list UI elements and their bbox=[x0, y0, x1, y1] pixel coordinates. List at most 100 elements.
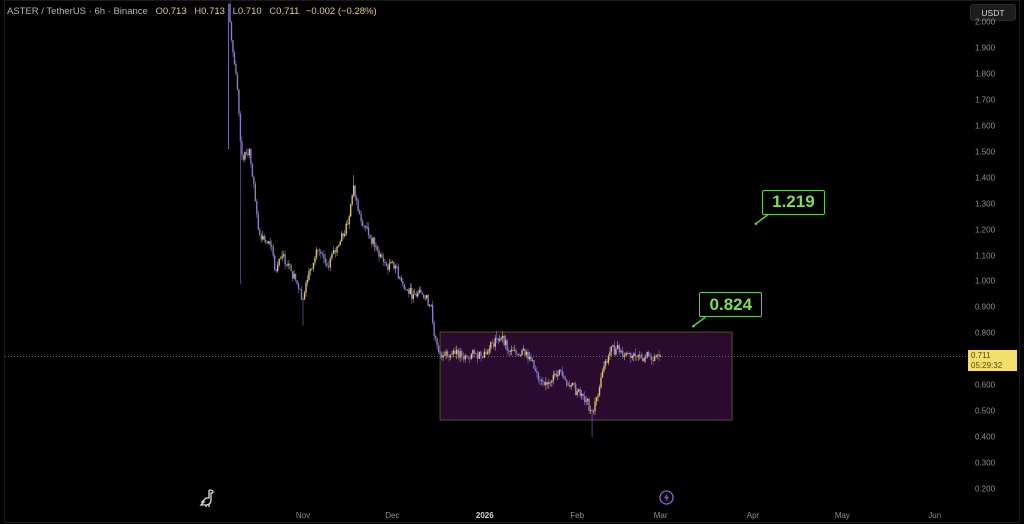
candle bbox=[259, 229, 261, 236]
candle bbox=[498, 339, 501, 341]
candle bbox=[436, 338, 438, 346]
price-tick: 1.800 bbox=[975, 69, 996, 79]
candle bbox=[236, 74, 239, 90]
candle bbox=[422, 294, 425, 298]
candle bbox=[528, 356, 531, 360]
candle bbox=[560, 369, 562, 372]
candle bbox=[339, 241, 341, 246]
candle bbox=[309, 269, 312, 272]
candle bbox=[247, 153, 249, 156]
candle bbox=[527, 351, 529, 360]
candle bbox=[512, 349, 514, 351]
candle bbox=[373, 237, 376, 248]
candle bbox=[396, 265, 398, 267]
candle bbox=[308, 271, 310, 280]
candle bbox=[443, 355, 446, 356]
candle bbox=[645, 356, 647, 359]
price-tick: 1.100 bbox=[975, 251, 996, 261]
candle bbox=[248, 149, 251, 156]
candle bbox=[364, 226, 367, 228]
candle bbox=[315, 249, 318, 258]
candle bbox=[592, 411, 595, 412]
candle bbox=[446, 351, 449, 357]
price-callout[interactable]: 0.824 bbox=[699, 292, 763, 318]
price-callout[interactable]: 1.219 bbox=[761, 189, 825, 215]
candle bbox=[352, 185, 355, 196]
candle bbox=[623, 355, 626, 357]
candle bbox=[269, 241, 271, 246]
callout-anchor bbox=[692, 324, 695, 328]
candle bbox=[348, 216, 350, 225]
time-tick: May bbox=[834, 511, 850, 520]
candle bbox=[260, 235, 262, 240]
candle bbox=[378, 250, 380, 257]
candle bbox=[461, 351, 463, 357]
candle bbox=[414, 293, 416, 295]
symbol-info[interactable]: ASTER / TetherUS · 6h · Binance bbox=[7, 6, 148, 17]
candle bbox=[561, 371, 563, 376]
candle bbox=[473, 350, 476, 354]
candle bbox=[354, 185, 356, 198]
candle bbox=[567, 385, 569, 386]
candle bbox=[577, 389, 580, 392]
candle bbox=[405, 289, 407, 291]
candle bbox=[598, 387, 601, 396]
candle bbox=[555, 373, 557, 377]
candle bbox=[519, 355, 522, 356]
candle bbox=[417, 293, 419, 297]
candle bbox=[533, 360, 535, 369]
candle bbox=[487, 351, 489, 355]
candle bbox=[253, 176, 255, 184]
candle bbox=[454, 350, 456, 355]
candle bbox=[534, 368, 537, 371]
candle bbox=[229, 3, 231, 23]
candle bbox=[263, 235, 265, 240]
candle bbox=[466, 355, 468, 357]
candle bbox=[459, 351, 461, 358]
currency-button[interactable]: USDT bbox=[970, 4, 1016, 21]
candle bbox=[540, 380, 543, 381]
candle bbox=[421, 292, 423, 295]
candle bbox=[347, 223, 349, 225]
candle bbox=[442, 355, 444, 358]
candle bbox=[271, 245, 273, 247]
candle bbox=[659, 356, 662, 358]
candle bbox=[235, 63, 237, 75]
price-tick: 0.500 bbox=[975, 406, 996, 416]
candle bbox=[355, 197, 358, 201]
price-tick: 0.300 bbox=[975, 458, 996, 468]
price-tick: 1.600 bbox=[975, 121, 996, 131]
time-tick: Apr bbox=[746, 511, 760, 520]
candle bbox=[369, 234, 371, 239]
candle bbox=[397, 266, 400, 279]
candle bbox=[302, 299, 304, 301]
candle bbox=[361, 221, 364, 226]
candle bbox=[256, 201, 258, 215]
candle bbox=[646, 351, 648, 357]
candle bbox=[437, 345, 440, 353]
candle bbox=[516, 353, 519, 355]
dinosaur-icon[interactable] bbox=[198, 488, 218, 513]
last-price-label: 0.711 05:29:32 bbox=[968, 350, 1017, 371]
lightning-icon[interactable] bbox=[659, 490, 674, 510]
candle bbox=[537, 373, 540, 381]
candle bbox=[606, 361, 608, 363]
price-tick: 1.500 bbox=[975, 147, 996, 157]
candle bbox=[254, 183, 257, 202]
candle bbox=[513, 350, 516, 351]
candle bbox=[323, 254, 325, 259]
candle bbox=[628, 353, 631, 355]
price-tick: 2.000 bbox=[975, 17, 996, 27]
close-value: 0.711 bbox=[276, 6, 300, 17]
candle bbox=[415, 293, 417, 297]
candle bbox=[338, 245, 340, 247]
candle bbox=[652, 359, 654, 361]
price-tick: 0.200 bbox=[975, 484, 996, 494]
candle bbox=[266, 241, 268, 244]
candle bbox=[245, 152, 248, 154]
candle bbox=[642, 358, 644, 361]
last-price: 0.711 bbox=[971, 351, 991, 360]
candle bbox=[393, 261, 395, 269]
open-value: 0.713 bbox=[162, 6, 187, 17]
